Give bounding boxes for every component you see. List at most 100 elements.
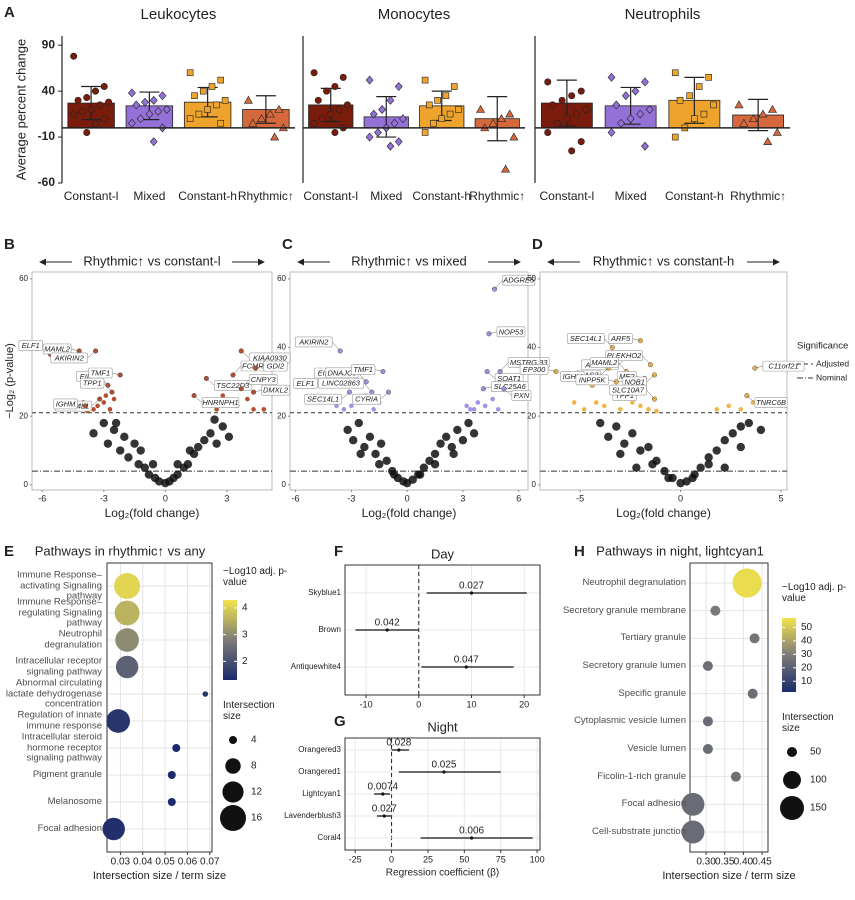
data-point [505, 109, 515, 118]
data-point [700, 110, 708, 118]
size-legend-key [220, 805, 246, 831]
label-leader [548, 369, 557, 372]
category-label: Secretory granule lumen [582, 659, 687, 671]
x-tick-label: 0.05 [155, 857, 175, 868]
x-tick-label: -5 [576, 493, 584, 503]
gene-label: IGHM [56, 399, 76, 408]
gene-label: TMF1 [353, 365, 373, 374]
data-point [577, 138, 585, 146]
data-point [710, 101, 717, 109]
significant-point [601, 403, 607, 409]
y-tick-label: 40 [277, 343, 286, 352]
category-label: Focal adhesion [37, 822, 102, 834]
category-label: Neutrophil degranulation [44, 628, 102, 650]
data-point [568, 92, 576, 100]
data-point [442, 92, 450, 100]
gene-point [720, 436, 729, 445]
gene-label-box [609, 384, 647, 396]
data-point [739, 118, 749, 127]
significant-point [646, 407, 651, 412]
data-point [671, 69, 679, 77]
gene-label-box [50, 352, 88, 364]
data-point [145, 109, 154, 119]
significant-point [349, 403, 354, 409]
x-tick-label: -10 [360, 699, 373, 709]
data-point [476, 104, 486, 113]
gene-label: GDI2 [267, 362, 285, 371]
gene-point [612, 422, 621, 431]
label-leader [488, 331, 498, 335]
gene-label: EP300 [523, 365, 546, 374]
label-leader [380, 391, 389, 400]
panel-letter: H [574, 543, 585, 560]
data-point [365, 75, 374, 85]
gene-label-box [491, 381, 529, 393]
bubble [747, 688, 758, 699]
gene-point [371, 449, 380, 459]
gene-point [744, 418, 754, 428]
gene-label-box [351, 364, 376, 375]
bubble [730, 771, 741, 782]
panel-letter: C [282, 236, 293, 253]
category-label: Antiquewhite4 [291, 662, 342, 671]
x-tick-label: 75 [496, 854, 506, 864]
x-axis-label: Intersection size / term size [662, 870, 795, 882]
plot-frame-border [106, 562, 213, 853]
bubble [102, 817, 125, 841]
data-point [582, 106, 590, 114]
gene-point [636, 446, 645, 455]
size-legend-label: 8 [251, 761, 257, 772]
gene-point [376, 439, 386, 448]
bubble [115, 655, 139, 679]
x-axis-label: Log₂(fold change) [616, 506, 711, 520]
category-label: Lightcyan1 [302, 789, 341, 798]
significant-point [738, 407, 744, 412]
label-leader [499, 362, 509, 372]
gene-point [458, 436, 468, 445]
data-point [331, 128, 339, 136]
gene-point [453, 425, 462, 435]
data-point [378, 105, 386, 114]
x-tick-label: 0 [163, 493, 168, 503]
gene-label: KIAA0930 [253, 353, 288, 362]
data-point [70, 52, 78, 60]
gene-label: MSTRG.83 [510, 358, 548, 367]
labeled-gene-point [380, 369, 386, 375]
data-point [374, 128, 382, 137]
size-legend-label: 16 [251, 813, 263, 824]
data-point [549, 101, 557, 109]
gene-point [134, 460, 143, 469]
x-tick-label: 0 [405, 493, 410, 503]
panel-letter: G [334, 713, 346, 730]
significant-point [714, 407, 720, 412]
gene-point [664, 473, 673, 483]
size-legend-label: 12 [251, 787, 263, 798]
data-point [158, 91, 167, 101]
legend-title: Significance [797, 341, 848, 352]
label-leader [374, 369, 384, 372]
size-legend-key [225, 758, 241, 774]
category-label: Vesicle lumen [627, 742, 686, 754]
significant-point [475, 400, 481, 405]
data-point [488, 118, 498, 127]
size-legend-label: 150 [810, 803, 827, 814]
significant-point [618, 407, 623, 412]
data-point [310, 69, 318, 77]
gene-point [382, 456, 391, 466]
label-leader [618, 362, 627, 372]
data-point [763, 137, 773, 145]
category-label: Intracellular receptor signaling pathway [15, 655, 102, 677]
data-point [213, 101, 220, 109]
panel-title: Pathways in rhythmic↑ vs any [35, 543, 206, 558]
estimate-point [470, 836, 474, 840]
colorbar-label: 30 [801, 649, 813, 660]
gene-label: CYRIA [355, 395, 378, 404]
colorbar-label: 50 [801, 622, 813, 633]
p-value-label: 0.028 [386, 738, 411, 749]
x-tick-label: Constant-l [303, 189, 358, 203]
gene-label-box [304, 393, 342, 405]
significant-point [341, 407, 347, 412]
x-tick-label: 25 [423, 854, 433, 864]
label-leader [112, 372, 121, 376]
gene-point [103, 439, 113, 448]
